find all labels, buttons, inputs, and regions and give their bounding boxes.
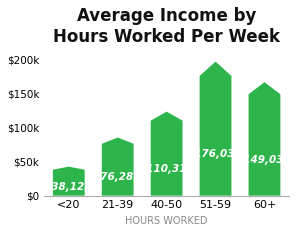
Text: $110,318: $110,318 (139, 164, 194, 174)
Polygon shape (151, 112, 182, 196)
Polygon shape (249, 82, 280, 196)
Title: Average Income by
Hours Worked Per Week: Average Income by Hours Worked Per Week (53, 7, 280, 46)
Polygon shape (102, 137, 134, 196)
X-axis label: HOURS WORKED: HOURS WORKED (125, 216, 208, 226)
Text: $149,038: $149,038 (237, 155, 292, 165)
Text: $38,122: $38,122 (45, 182, 92, 192)
Polygon shape (200, 62, 231, 196)
Text: $176,032: $176,032 (188, 149, 243, 159)
Text: $76,281: $76,281 (94, 172, 141, 182)
Polygon shape (53, 167, 85, 196)
